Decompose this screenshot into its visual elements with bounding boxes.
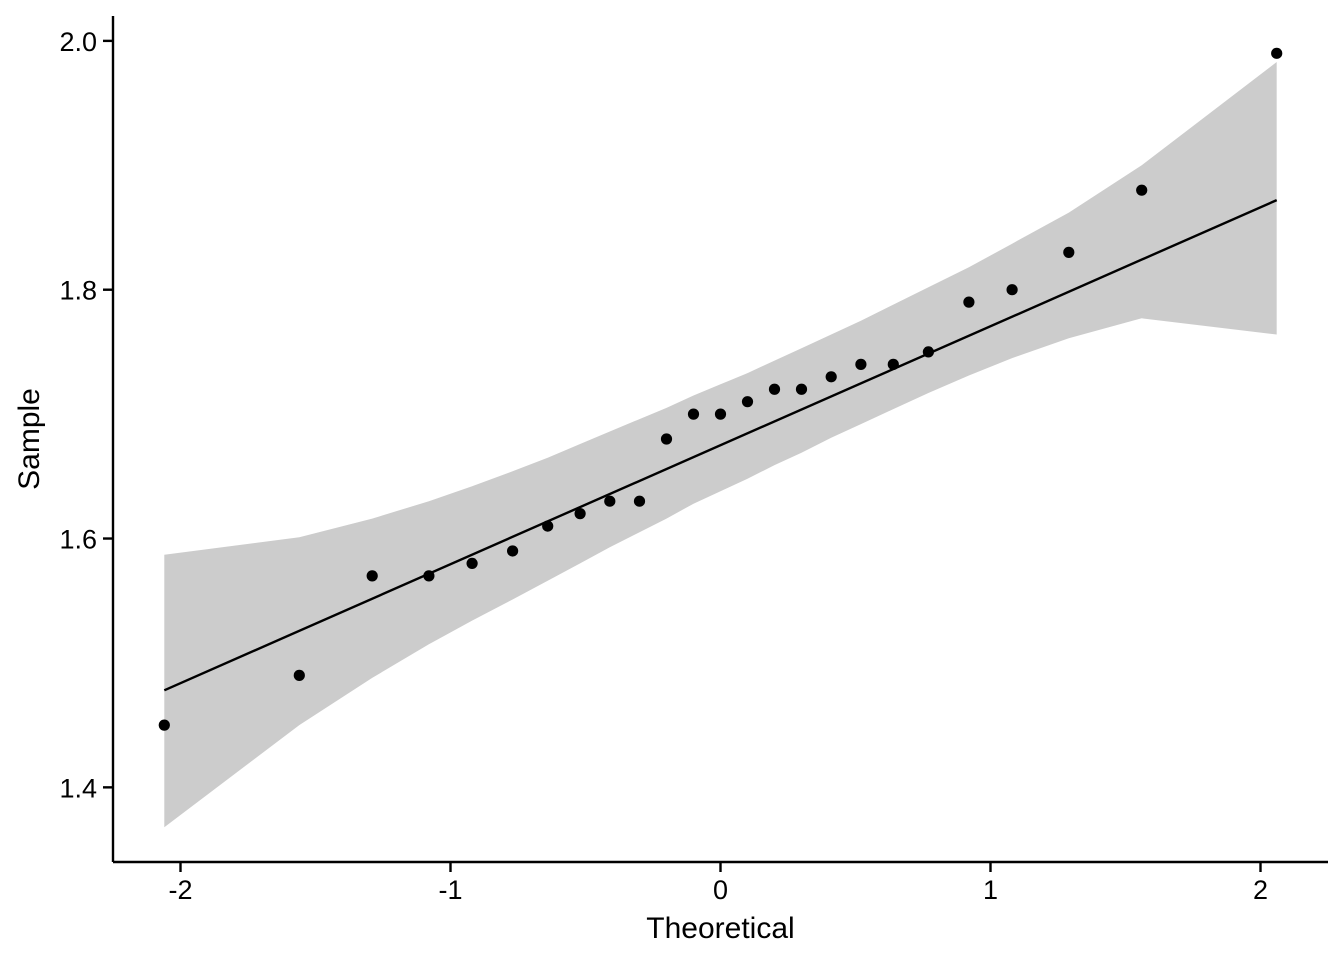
data-point	[506, 545, 519, 557]
data-point	[768, 383, 781, 395]
data-point	[293, 669, 305, 681]
reference-line	[163, 199, 1278, 692]
data-point	[423, 570, 435, 582]
data-point	[574, 508, 586, 520]
data-point	[687, 408, 700, 420]
x-tick-label: 2	[1253, 875, 1268, 905]
data-point	[158, 719, 170, 731]
data-point	[366, 570, 378, 582]
data-point	[887, 358, 899, 370]
data-point	[741, 396, 754, 408]
data-point	[633, 495, 646, 507]
data-point	[542, 520, 554, 532]
y-tick-label: 2.0	[59, 27, 97, 57]
x-tick-label: -1	[438, 875, 462, 905]
x-axis-title: Theoretical	[646, 912, 794, 945]
data-point	[1063, 246, 1075, 258]
y-axis-title: Sample	[13, 388, 46, 490]
data-point	[922, 346, 935, 358]
x-tick-label: 1	[983, 875, 998, 905]
data-point	[1271, 47, 1283, 59]
data-points-layer	[158, 47, 1283, 731]
data-point	[825, 371, 837, 383]
x-tick-label: 0	[713, 875, 728, 905]
x-tick-label: -2	[168, 875, 192, 905]
data-point	[1136, 184, 1148, 196]
reference-line-layer	[163, 199, 1278, 692]
y-tick-label: 1.6	[59, 525, 97, 555]
axes-layer: -2 -1 0 1 2 1.4 1.6 1.8 2.0	[59, 16, 1328, 905]
y-tick-label: 1.4	[59, 773, 97, 803]
data-point	[660, 433, 673, 445]
data-point	[714, 408, 727, 420]
data-point	[1006, 284, 1018, 296]
data-point	[795, 383, 808, 395]
data-point	[963, 296, 975, 308]
data-point	[855, 358, 867, 370]
y-tick-label: 1.8	[59, 276, 97, 306]
data-point	[466, 557, 478, 570]
data-point	[604, 495, 616, 507]
